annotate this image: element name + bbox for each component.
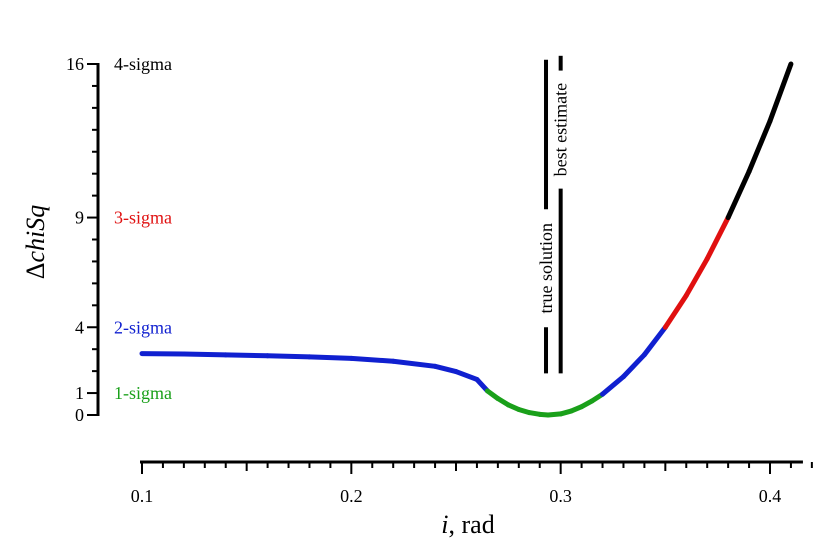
y-tick-label: 9 [75,208,84,228]
curve-segment [265,353,312,360]
x-tick-label: 0.4 [759,486,782,506]
solution-marker: true solution [536,59,556,374]
y-tick-label: 0 [75,405,84,425]
curve-segment [641,324,668,358]
curve-segment [600,374,626,397]
y-axis-title-delta: Δ [21,263,50,280]
curve-segment [453,369,480,382]
x-axis: 0.1 0.2 0.3 0.4 [131,460,813,506]
curve-segment [306,354,354,361]
x-tick-label: 0.2 [340,486,363,506]
curve-segment [746,118,773,174]
y-tick-label: 1 [75,383,84,403]
y-axis: 01 4 9 16 [66,54,100,425]
y-axis-title-symbol: chiSq [21,205,50,263]
curve-segment [390,358,438,369]
x-tick-label: 0.1 [131,486,154,506]
x-axis-title-symbol: i [441,510,448,539]
sigma-label: 3-sigma [114,208,172,228]
curve-segment [662,292,689,330]
curve-segment [620,352,647,380]
y-ticks: 01 4 9 16 [66,54,98,425]
curve-segment [474,376,490,394]
solution-markers: true solution best estimate [536,55,571,374]
x-axis-title: i, rad [441,510,494,539]
y-axis-title: ΔchiSq [21,205,50,280]
delta-chisq-curve [139,61,794,418]
x-ticks: 0.1 0.2 0.3 0.4 [131,462,813,506]
curve-segment [683,256,710,298]
sigma-label: 4-sigma [114,54,172,74]
curve-segment [704,215,731,262]
curve-segment [767,61,794,124]
marker-label: best estimate [551,83,571,176]
sigma-label: 1-sigma [114,383,172,403]
marker-label: true solution [536,223,556,314]
curve-segment [725,168,752,221]
y-tick-label: 16 [66,54,84,74]
curve-segment [348,355,396,364]
curve-segment [181,351,229,358]
x-tick-label: 0.3 [549,486,572,506]
y-tick-label: 4 [75,317,84,337]
curve-segment [223,352,271,359]
sigma-level-labels: 1-sigma 2-sigma 3-sigma 4-sigma [114,54,172,403]
sigma-label: 2-sigma [114,317,172,337]
curve-segment [432,363,459,375]
x-axis-title-unit: , rad [449,510,495,539]
solution-marker: best estimate [551,55,571,374]
